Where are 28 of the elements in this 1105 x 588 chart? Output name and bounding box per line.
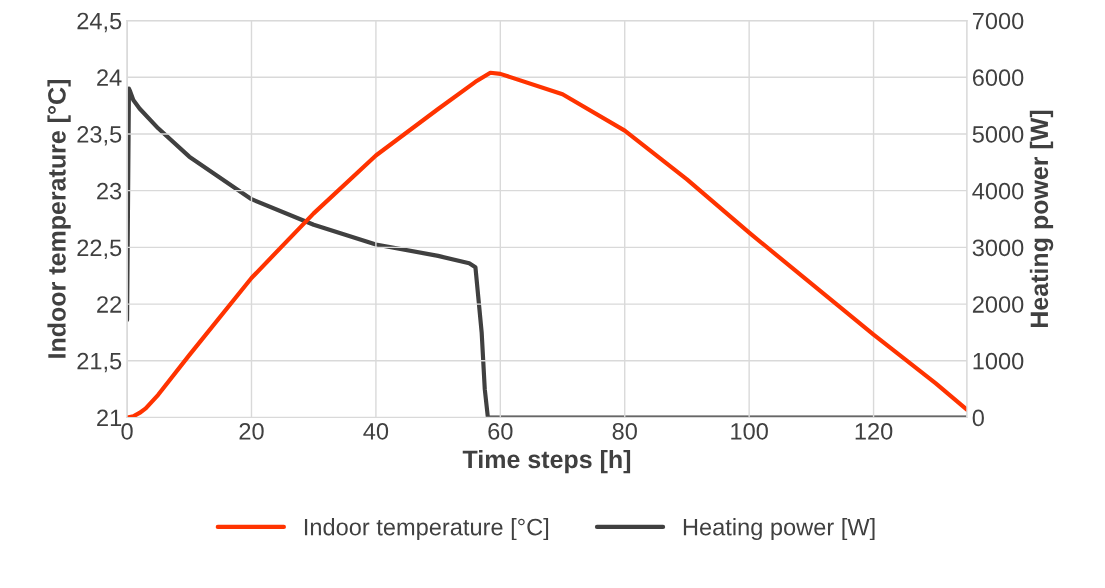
- y2-tick-label: 6000: [972, 69, 1024, 87]
- y-tick-label: 23,5: [77, 126, 122, 146]
- legend-label: Heating power [W]: [683, 518, 875, 541]
- y2-tick-label: 2000: [972, 296, 1024, 313]
- y-tick-label: 24,5: [77, 12, 122, 33]
- y2-tick-label: 0: [972, 409, 984, 427]
- y-tick-label: 21,5: [77, 352, 122, 373]
- y2-tick-label: 3000: [972, 239, 1024, 257]
- legend-label: Indoor temperature [°C]: [304, 518, 549, 541]
- x-tick-label: 20: [239, 422, 264, 440]
- x-tick-label: 40: [363, 422, 389, 440]
- y-tick-label: 24: [97, 69, 122, 86]
- y-axis-title: Indoor temperature [°C]: [47, 80, 71, 358]
- y-tick-label: 23: [97, 182, 122, 200]
- x-tick-label: 120: [855, 422, 893, 440]
- y-tick-label: 22,5: [77, 239, 122, 259]
- y2-axis-title: Heating power [W]: [1029, 110, 1054, 328]
- y2-tick-label: 7000: [972, 12, 1024, 30]
- x-axis-title: Time steps [h]: [462, 449, 631, 474]
- x-tick-label: 0: [121, 422, 133, 440]
- y2-tick-label: 1000: [973, 352, 1024, 370]
- x-tick-label: 60: [488, 422, 513, 440]
- y2-tick-label: 5000: [972, 126, 1024, 143]
- y2-tick-label: 4000: [972, 182, 1024, 200]
- y-tick-label: 22: [97, 296, 122, 313]
- x-tick-label: 100: [731, 422, 768, 440]
- x-tick-label: 80: [612, 422, 637, 440]
- y-tick-label: 21: [97, 409, 122, 427]
